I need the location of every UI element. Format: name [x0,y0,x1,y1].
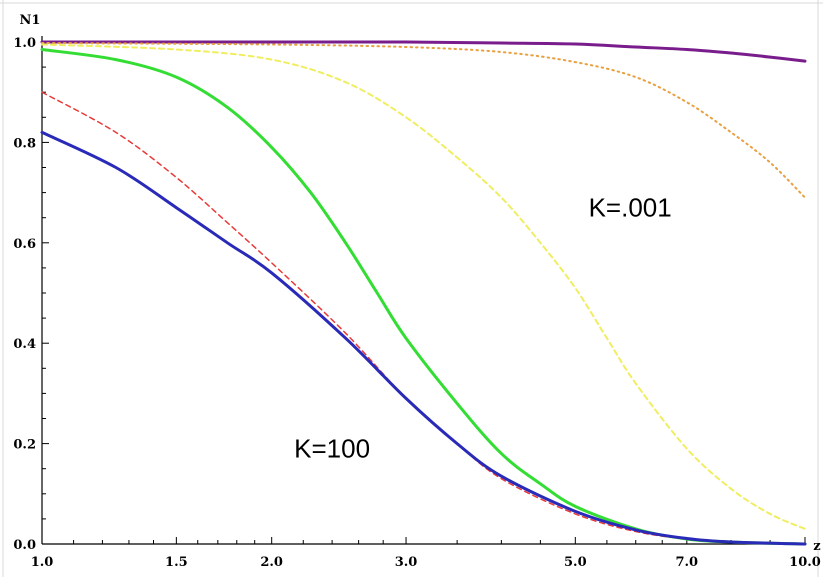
x-tick-label: 10.0 [789,555,821,570]
series-line-1 [40,40,807,63]
y-tick-label: 0.4 [13,337,36,352]
y-tick-label: 0.0 [13,538,36,553]
series-line-6 [40,130,807,546]
y-axis-title: N1 [20,13,41,28]
annotation-label: K=100 [294,434,370,464]
x-tick-label: 3.0 [395,555,418,570]
series-line-3 [41,43,806,530]
x-tick-label: 5.0 [564,555,587,570]
y-tick-label: 0.8 [13,136,36,151]
axes: 1.0 1.5 2.0 3.0 5.0 7.0 10.0 0.0 0.2 0.4 0.6 0.8 1.0… [13,13,820,570]
x-tick-label: 2.0 [260,555,283,570]
x-tick-label: 7.0 [675,555,698,570]
x-tick-label: 1.5 [165,555,188,570]
y-tick-label: 1.0 [13,36,36,51]
series-layer [40,40,807,546]
annotation-layer: K=.001 K=100 [294,193,672,464]
annotation-label: K=.001 [589,193,672,223]
x-axis-title: z [813,539,820,554]
series-line-2 [41,42,806,199]
y-tick-label: 0.2 [13,438,36,453]
x-tick-label: 1.0 [31,555,54,570]
y-tick-label: 0.6 [13,237,36,252]
